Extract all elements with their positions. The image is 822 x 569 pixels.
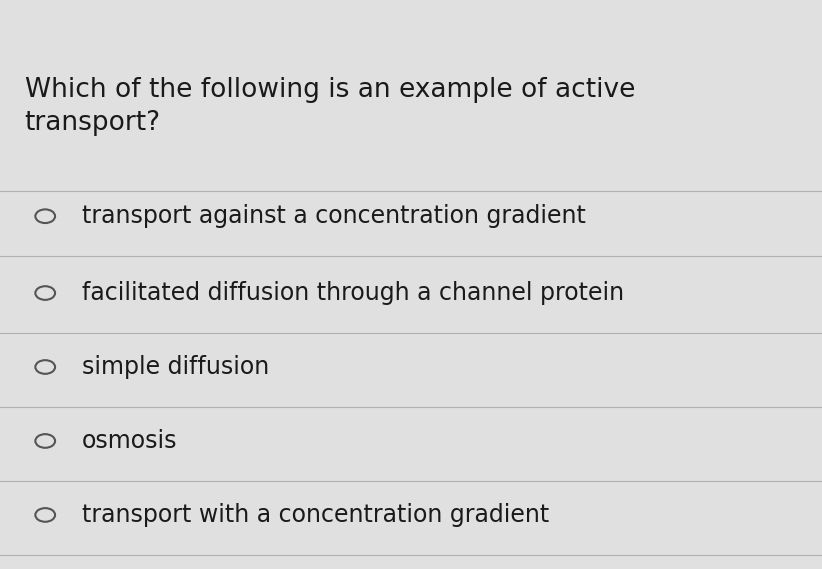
Circle shape — [35, 434, 55, 448]
Text: transport against a concentration gradient: transport against a concentration gradie… — [82, 204, 586, 228]
Circle shape — [35, 508, 55, 522]
Text: osmosis: osmosis — [82, 429, 178, 453]
Circle shape — [35, 286, 55, 300]
Text: Which of the following is an example of active
transport?: Which of the following is an example of … — [25, 77, 635, 136]
Text: transport with a concentration gradient: transport with a concentration gradient — [82, 503, 549, 527]
Circle shape — [35, 360, 55, 374]
Text: simple diffusion: simple diffusion — [82, 355, 270, 379]
Circle shape — [35, 209, 55, 223]
Text: facilitated diffusion through a channel protein: facilitated diffusion through a channel … — [82, 281, 625, 305]
